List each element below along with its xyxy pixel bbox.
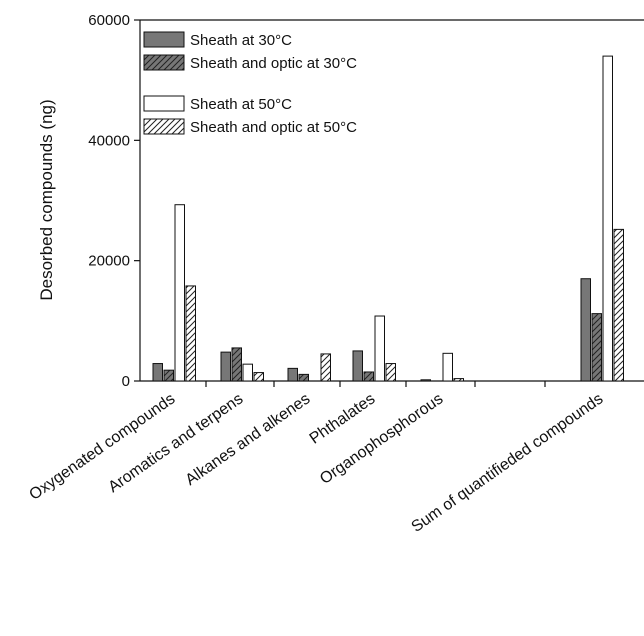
legend-label: Sheath and optic at 50°C <box>190 119 357 136</box>
bar-series3-cat7 <box>602 55 613 382</box>
legend-swatch <box>143 95 185 112</box>
bar-series1-cat1 <box>152 363 163 382</box>
bar-series4-cat4 <box>385 363 396 382</box>
bar-series3-cat5 <box>442 352 453 382</box>
bar-series4-cat7 <box>613 228 624 382</box>
category-label: Alkanes and alkenes <box>183 390 314 489</box>
legend-swatch <box>143 54 185 71</box>
bar-series1-cat2 <box>220 351 231 382</box>
legend-swatch <box>143 118 185 135</box>
category-label: Aromatics and terpens <box>105 390 246 496</box>
legend-label: Sheath and optic at 30°C <box>190 55 357 72</box>
bar-series4-cat3 <box>320 353 331 382</box>
bar-series2-cat2 <box>231 347 242 382</box>
y-tick-label: 40000 <box>88 132 130 149</box>
bar-series1-cat4 <box>352 350 363 382</box>
bar-series1-cat5 <box>420 379 431 382</box>
bar-series4-cat5 <box>453 378 464 382</box>
category-label: Organophosphorous <box>317 390 446 488</box>
bar-series4-cat2 <box>253 372 264 382</box>
y-tick-label: 0 <box>122 373 130 390</box>
bar-series3-cat1 <box>174 204 185 382</box>
y-tick-label: 20000 <box>88 253 130 270</box>
y-tick-label: 60000 <box>88 12 130 29</box>
legend-label: Sheath at 30°C <box>190 32 292 49</box>
bar-series1-cat7 <box>580 278 591 382</box>
bar-series3-cat4 <box>374 315 385 382</box>
category-label: Sum of quantifieded compounds <box>409 390 607 536</box>
x-axis-ticks <box>205 381 546 387</box>
legend: Sheath at 30°C Sheath and optic at 30°C Sh… <box>143 31 357 136</box>
bar-series2-cat3 <box>298 373 309 382</box>
plot-area <box>139 19 644 382</box>
bar-series2-cat1 <box>163 369 174 382</box>
bar-series2-cat4 <box>363 371 374 382</box>
bar-series4-cat1 <box>185 285 196 382</box>
y-axis-title: Desorbed compounds (ng) <box>37 99 56 300</box>
y-axis-ticks: 0 20000 40000 60000 <box>88 12 140 390</box>
bar-series2-cat7 <box>591 313 602 382</box>
legend-label: Sheath at 50°C <box>190 96 292 113</box>
bar-series1-cat3 <box>287 367 298 382</box>
bar-series3-cat2 <box>242 363 253 382</box>
bar-series-group <box>152 55 624 382</box>
legend-swatch <box>143 31 185 48</box>
